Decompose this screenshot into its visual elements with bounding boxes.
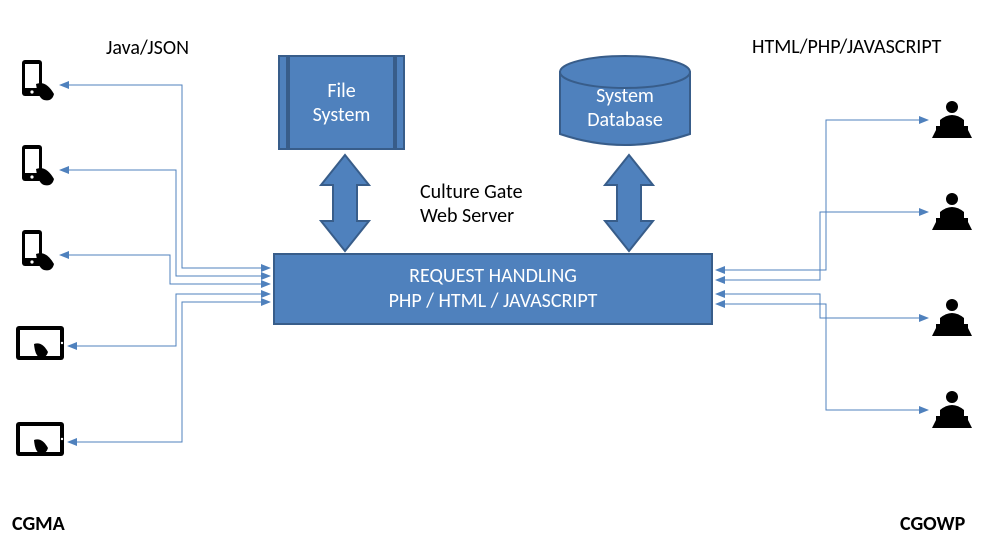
right-conn-2 <box>716 212 928 280</box>
right-conn-4 <box>716 304 928 410</box>
database-line1: System <box>596 84 654 108</box>
tablet-icon <box>14 420 66 462</box>
right-caption: CGOWP <box>900 512 965 536</box>
thick-arrow-database <box>605 155 653 251</box>
request-line1: REQUEST HANDLING <box>409 264 577 289</box>
database-line2: Database <box>587 108 663 132</box>
phone-icon <box>16 228 60 276</box>
file-system-left-edge <box>278 55 288 150</box>
request-handling-node: REQUEST HANDLING PHP / HTML / JAVASCRIPT <box>273 253 713 325</box>
right-conn-1 <box>716 120 928 270</box>
right-tech-label: HTML/PHP/JAVASCRIPT <box>752 35 941 59</box>
left-caption: CGMA <box>12 512 65 536</box>
file-system-node: File System <box>288 55 395 150</box>
thick-arrow-filesystem <box>321 155 369 251</box>
right-conn-3 <box>716 294 928 318</box>
server-label-line1: Culture Gate <box>420 180 523 204</box>
left-conn-3 <box>60 255 270 284</box>
left-conn-4 <box>68 294 270 346</box>
user-icon <box>930 388 974 432</box>
user-icon <box>930 190 974 234</box>
phone-icon <box>16 58 60 106</box>
file-system-right-edge <box>395 55 405 150</box>
tablet-icon <box>14 324 66 366</box>
server-label-line2: Web Server <box>420 204 514 228</box>
request-line2: PHP / HTML / JAVASCRIPT <box>389 289 598 314</box>
file-system-line2: System <box>313 103 371 127</box>
phone-icon <box>16 143 60 191</box>
left-conn-2 <box>60 170 270 276</box>
left-conn-1 <box>60 85 270 268</box>
user-icon <box>930 98 974 142</box>
left-tech-label: Java/JSON <box>106 36 189 60</box>
file-system-line1: File <box>327 79 355 103</box>
user-icon <box>930 296 974 340</box>
left-conn-5 <box>68 302 270 442</box>
server-label: Culture Gate Web Server <box>420 180 523 228</box>
